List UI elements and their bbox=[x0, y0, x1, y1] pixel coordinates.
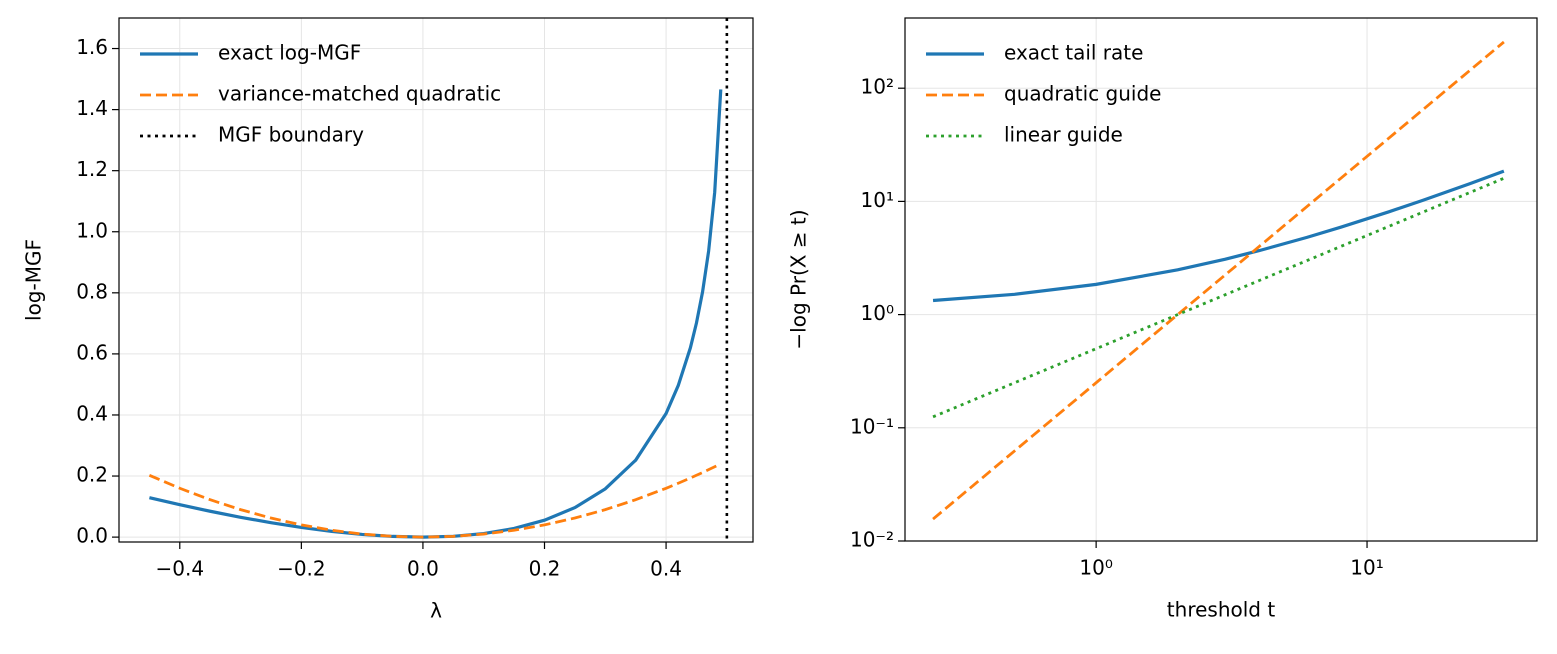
x-tick-label: −0.4 bbox=[155, 557, 204, 581]
y-tick-label: 0.8 bbox=[76, 279, 108, 303]
plot-frame bbox=[904, 17, 1538, 542]
x-tick-label: 0.4 bbox=[650, 557, 682, 581]
x-tick-label: 0.2 bbox=[529, 557, 561, 581]
series-line bbox=[932, 40, 1505, 521]
y-tick-label: 0.2 bbox=[76, 463, 108, 487]
series-line bbox=[148, 462, 722, 539]
series-line bbox=[932, 169, 1505, 303]
y-tick-label: 0.0 bbox=[76, 524, 108, 548]
legend-label: MGF boundary bbox=[218, 123, 364, 147]
legend-label: exact tail rate bbox=[1004, 41, 1143, 65]
y-tick-label: 1.2 bbox=[76, 157, 108, 181]
x-tick-label: 10¹ bbox=[1350, 556, 1383, 580]
y-tick-label: 10⁰ bbox=[861, 301, 894, 325]
y-tick-label: 0.4 bbox=[76, 401, 108, 425]
x-tick-label: −0.2 bbox=[277, 557, 326, 581]
x-axis-label: λ bbox=[430, 599, 442, 623]
y-tick-label: 1.4 bbox=[76, 96, 108, 120]
legend-label: variance-matched quadratic bbox=[218, 82, 501, 106]
plot-frame bbox=[118, 17, 754, 543]
y-tick-label: 1.6 bbox=[76, 35, 108, 59]
y-tick-label: 10² bbox=[861, 75, 894, 99]
y-tick-label: 10⁻² bbox=[850, 528, 894, 552]
y-axis-label: −log Pr(X ≥ t) bbox=[787, 209, 811, 349]
x-tick-label: 0.0 bbox=[407, 557, 439, 581]
legend-label: quadratic guide bbox=[1004, 82, 1161, 106]
legend-label: exact log-MGF bbox=[218, 41, 361, 65]
series-line bbox=[149, 89, 723, 539]
y-axis-label: log-MGF bbox=[22, 239, 46, 321]
y-tick-label: 0.6 bbox=[76, 340, 108, 364]
x-axis-label: threshold t bbox=[1167, 598, 1276, 622]
y-tick-label: 10¹ bbox=[861, 188, 894, 212]
legend-label: linear guide bbox=[1004, 123, 1123, 147]
series-line bbox=[932, 176, 1505, 419]
y-tick-label: 1.0 bbox=[76, 218, 108, 242]
x-tick-label: 10⁰ bbox=[1079, 556, 1112, 580]
y-tick-label: 10⁻¹ bbox=[850, 414, 894, 438]
